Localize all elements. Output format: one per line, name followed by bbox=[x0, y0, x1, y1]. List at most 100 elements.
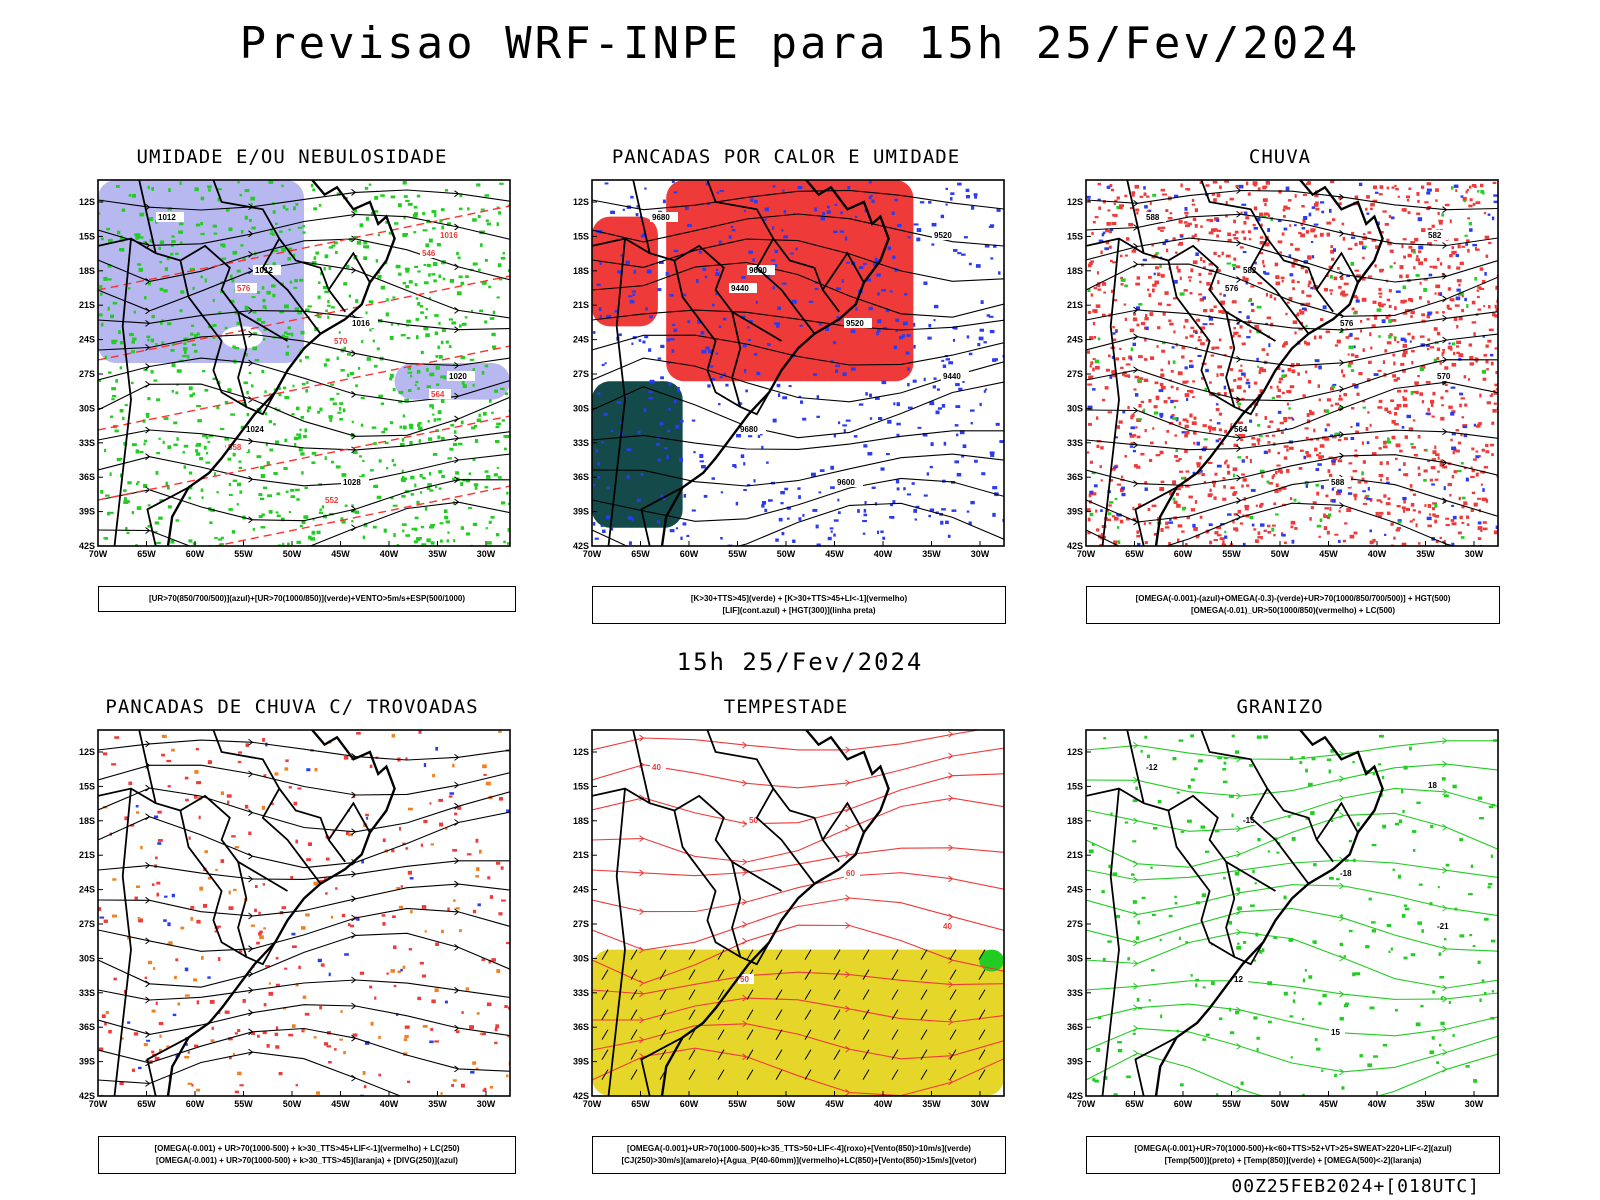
flow-arrow bbox=[1442, 336, 1448, 344]
field-cell bbox=[1412, 848, 1416, 852]
legend-line: [OMEGA(-0.01)_UR>50(1000/850)(vermelho) … bbox=[1190, 606, 1396, 615]
field-cell bbox=[1396, 404, 1402, 408]
field-cell bbox=[370, 211, 374, 215]
field-cell bbox=[1394, 822, 1399, 826]
field-cell bbox=[418, 421, 422, 425]
field-cell bbox=[405, 285, 410, 289]
field-cell bbox=[1200, 825, 1206, 829]
field-cell bbox=[205, 436, 209, 439]
field-cell bbox=[1153, 411, 1159, 415]
field-cell bbox=[1140, 452, 1145, 456]
wind-vector bbox=[862, 969, 870, 980]
field-cell bbox=[1211, 193, 1215, 196]
field-cell bbox=[1267, 213, 1270, 218]
field-cell bbox=[262, 305, 267, 309]
wind-vector bbox=[891, 969, 899, 980]
field-cell bbox=[1108, 504, 1112, 507]
field-cell bbox=[453, 899, 456, 902]
field-cell bbox=[264, 390, 267, 394]
field-cell bbox=[1434, 292, 1437, 295]
field-cell bbox=[1402, 369, 1406, 373]
field-cell bbox=[353, 209, 357, 213]
field-cell bbox=[1223, 294, 1226, 297]
field-cell bbox=[161, 753, 165, 757]
lat-label: 42S bbox=[573, 1091, 589, 1101]
field-cell bbox=[462, 384, 467, 388]
field-cell bbox=[1277, 388, 1281, 392]
field-cell bbox=[232, 250, 238, 255]
lon-label: 65W bbox=[137, 549, 156, 559]
field-cell bbox=[1094, 1079, 1099, 1083]
field-cell bbox=[1324, 437, 1330, 441]
field-cell bbox=[1110, 289, 1114, 294]
legend-line: [K>30+TTS>45](verde) + [K>30+TTS>45+LI<-… bbox=[690, 594, 908, 603]
field-cell bbox=[1417, 434, 1421, 439]
field-cell bbox=[1481, 448, 1485, 452]
field-cell bbox=[1491, 990, 1494, 993]
field-cell bbox=[1226, 464, 1230, 469]
field-cell bbox=[229, 274, 233, 279]
flow-arrow bbox=[454, 1065, 460, 1073]
field-cell bbox=[174, 975, 177, 980]
flow-arrow bbox=[742, 898, 748, 906]
field-cell bbox=[1274, 262, 1279, 267]
streamline bbox=[1086, 189, 1498, 211]
field-cell bbox=[481, 1032, 486, 1036]
field-cell bbox=[1470, 466, 1473, 469]
field-cell bbox=[370, 469, 374, 472]
field-cell bbox=[1323, 515, 1329, 519]
field-cell bbox=[207, 976, 211, 979]
field-cell bbox=[783, 235, 788, 239]
field-cell bbox=[876, 273, 881, 277]
field-cell bbox=[755, 300, 758, 304]
field-cell bbox=[1451, 246, 1455, 250]
field-cell bbox=[1168, 521, 1174, 524]
country-border bbox=[1200, 730, 1334, 863]
country-border bbox=[327, 801, 371, 841]
field-cell bbox=[923, 281, 928, 285]
field-cell bbox=[1174, 279, 1178, 284]
field-cell bbox=[930, 442, 934, 447]
field-cell bbox=[1490, 361, 1494, 366]
field-cell bbox=[1136, 211, 1139, 215]
field-cell bbox=[426, 538, 431, 543]
country-border bbox=[98, 787, 288, 892]
field-cell bbox=[1216, 234, 1220, 238]
field-cell bbox=[1482, 488, 1485, 492]
field-cell bbox=[877, 292, 880, 296]
field-cell bbox=[915, 505, 920, 509]
field-cell bbox=[1169, 322, 1174, 326]
field-cell bbox=[855, 307, 858, 311]
field-cell bbox=[1087, 288, 1091, 293]
field-cell bbox=[1189, 292, 1193, 295]
field-cell bbox=[272, 210, 276, 214]
field-cell bbox=[1426, 516, 1432, 521]
field-cell bbox=[1233, 443, 1239, 447]
field-cell bbox=[127, 481, 132, 485]
field-cell bbox=[979, 402, 982, 407]
field-cell bbox=[716, 191, 719, 194]
field-cell bbox=[1458, 283, 1461, 287]
field-cell bbox=[1405, 195, 1410, 199]
field-cell bbox=[1238, 184, 1244, 189]
field-cell bbox=[311, 261, 317, 265]
field-cell bbox=[1458, 496, 1461, 501]
flow-arrow bbox=[248, 475, 254, 483]
field-cell bbox=[292, 945, 297, 949]
field-cell bbox=[434, 486, 438, 489]
field-cell bbox=[1414, 237, 1419, 242]
field-cell bbox=[780, 502, 784, 505]
field-cell bbox=[1136, 530, 1140, 534]
field-cell bbox=[1120, 276, 1123, 280]
field-cell bbox=[1219, 292, 1222, 296]
field-cell bbox=[1196, 318, 1201, 322]
field-cell bbox=[1401, 506, 1406, 510]
field-cell bbox=[1366, 378, 1371, 382]
field-cell bbox=[722, 317, 727, 321]
field-cell bbox=[1353, 493, 1358, 497]
field-cell bbox=[1190, 389, 1194, 394]
field-cell bbox=[747, 326, 750, 329]
field-cell bbox=[401, 475, 405, 480]
field-cell bbox=[788, 385, 792, 388]
field-cell bbox=[638, 339, 642, 342]
